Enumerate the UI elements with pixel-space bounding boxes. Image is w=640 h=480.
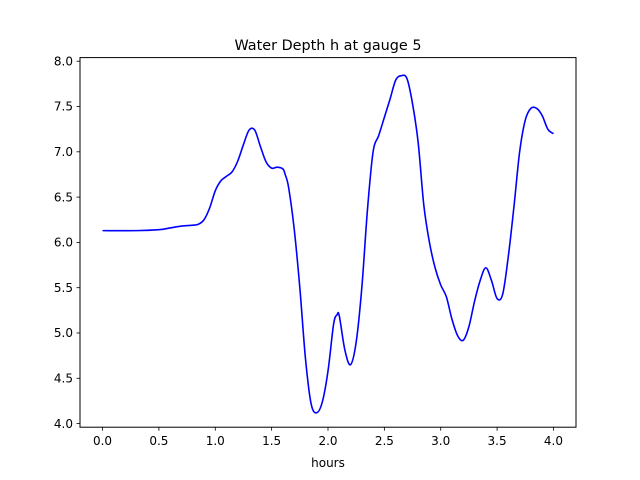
y-tick-label: 6.0 (54, 236, 73, 250)
x-tick-label: 4.0 (544, 434, 563, 448)
x-tick-label: 1.5 (262, 434, 281, 448)
x-tick-label: 1.0 (206, 434, 225, 448)
plot-area: 0.0 0.5 1.0 1.5 2.0 2.5 3.0 3.5 4.0 4.0 4.5 5.0 5.5… (54, 54, 577, 448)
x-tick-label: 3.5 (488, 434, 507, 448)
y-tick-label: 5.5 (54, 281, 73, 295)
series-group (102, 74, 554, 414)
x-tick-label: 0.0 (93, 434, 112, 448)
y-tick-label: 8.0 (54, 54, 73, 68)
chart-title: Water Depth h at gauge 5 (234, 38, 421, 54)
x-tick-label: 2.5 (375, 434, 394, 448)
x-tick-label: 2.0 (318, 434, 337, 448)
x-tick-label: 3.0 (431, 434, 450, 448)
x-axis: 0.0 0.5 1.0 1.5 2.0 2.5 3.0 3.5 4.0 (93, 427, 563, 448)
y-tick-label: 7.5 (54, 100, 73, 114)
y-axis: 4.0 4.5 5.0 5.5 6.0 6.5 7.0 7.5 8.0 (54, 54, 80, 431)
y-tick-label: 4.0 (54, 417, 73, 431)
y-tick-label: 5.0 (54, 326, 73, 340)
y-tick-label: 6.5 (54, 190, 73, 204)
x-axis-title: hours (311, 456, 345, 470)
series-line (102, 74, 554, 414)
y-tick-label: 4.5 (54, 371, 73, 385)
y-tick-label: 7.0 (54, 145, 73, 159)
x-tick-label: 0.5 (149, 434, 168, 448)
